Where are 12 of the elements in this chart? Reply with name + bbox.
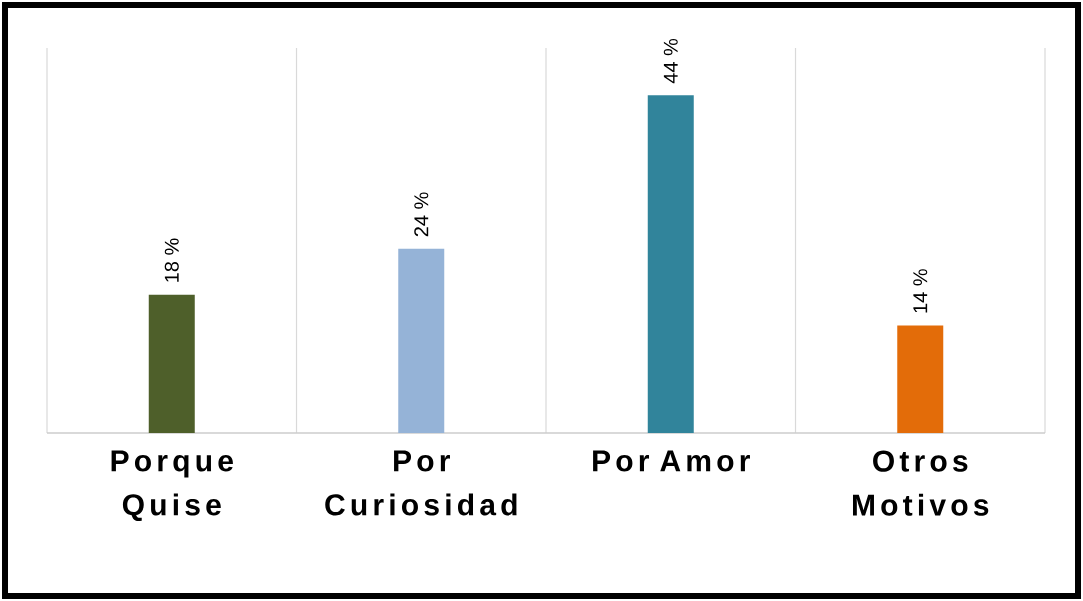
bar [148, 294, 195, 433]
bar [647, 95, 694, 433]
data-label: 18 % [164, 238, 179, 282]
x-tick-label: Por Amor [593, 450, 750, 472]
x-tick-label: Por Curiosidad [325, 450, 517, 516]
data-label: 24 % [414, 192, 429, 237]
data-label: 44 % [663, 38, 678, 84]
bar [398, 248, 445, 433]
bar [897, 325, 944, 433]
data-label: 14 % [913, 269, 928, 313]
x-tick-label: Porque Quise [111, 450, 233, 522]
x-tick-label: Otros Motivos [853, 450, 989, 516]
